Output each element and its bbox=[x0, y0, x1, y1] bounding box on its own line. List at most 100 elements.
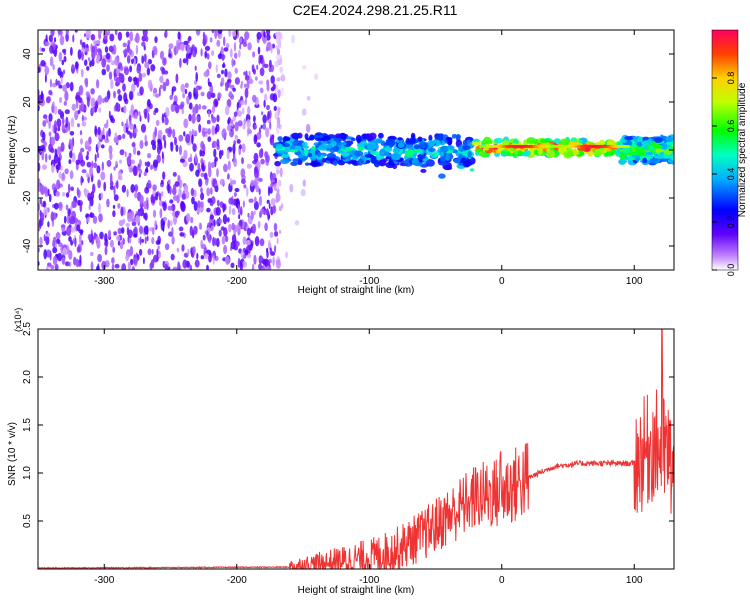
spectrogram-cell bbox=[471, 141, 481, 146]
spectrogram-cell bbox=[276, 48, 281, 56]
spectrogram-cell bbox=[127, 40, 131, 45]
spectrogram-cell bbox=[54, 132, 60, 142]
spectrogram-cell bbox=[133, 76, 138, 86]
spectrogram-cell bbox=[188, 113, 192, 122]
spectrogram-cell bbox=[201, 105, 207, 110]
spectrogram-cell bbox=[197, 85, 203, 90]
spectrogram-cell bbox=[572, 148, 578, 156]
spectrogram-cell bbox=[100, 192, 104, 200]
spectrogram-cell bbox=[108, 45, 114, 53]
spectrogram-cell bbox=[110, 60, 116, 66]
spectrogram-cell bbox=[232, 87, 236, 92]
spectrogram-cell bbox=[241, 143, 246, 153]
spectrogram-cell bbox=[236, 101, 239, 111]
spectrogram-cell bbox=[200, 255, 205, 260]
spectrogram-cell bbox=[38, 66, 41, 74]
spectrogram-cell bbox=[64, 90, 69, 102]
spectrogram-cell bbox=[44, 65, 50, 75]
spectrogram-cell bbox=[58, 171, 62, 179]
spectrogram-cell bbox=[163, 70, 169, 75]
spectrogram-cell bbox=[200, 91, 205, 97]
spectrogram-cell bbox=[294, 133, 300, 139]
spectrogram-cell bbox=[266, 208, 269, 216]
spectrogram-cell bbox=[279, 167, 283, 178]
spectrogram-cell bbox=[165, 78, 170, 87]
spectrogram-cell bbox=[164, 30, 168, 35]
spectrogram-cell bbox=[80, 138, 83, 145]
spectrogram-cell bbox=[200, 158, 204, 165]
spectrogram-cell bbox=[413, 148, 420, 153]
spectrogram-cell bbox=[196, 206, 200, 215]
spectrogram-cell bbox=[582, 138, 588, 143]
spectrogram-cell bbox=[55, 164, 59, 170]
spectrogram-cell bbox=[142, 72, 147, 78]
spectrogram-cell bbox=[173, 101, 177, 106]
spectrogram-cell bbox=[260, 208, 265, 215]
spectrogram-cell bbox=[102, 134, 106, 140]
spectrogram-cell bbox=[294, 220, 300, 226]
spectrogram-cell bbox=[239, 43, 242, 50]
spectrogram-cell bbox=[276, 143, 283, 150]
spectrogram-cell bbox=[264, 222, 268, 232]
spectrogram-cell bbox=[180, 43, 185, 52]
spectrogram-cell bbox=[85, 91, 90, 97]
spectrogram-cell bbox=[193, 130, 198, 136]
spectrogram-cell bbox=[265, 127, 270, 138]
spectrogram-cell bbox=[162, 202, 167, 211]
spectrogram-cell bbox=[217, 92, 222, 99]
spectrogram-cell bbox=[129, 132, 133, 139]
spectrogram-cell bbox=[243, 83, 247, 88]
spectrogram-cell bbox=[87, 196, 92, 201]
spectrogram-cell bbox=[203, 172, 208, 180]
spectrogram-cell bbox=[81, 51, 84, 61]
spectrogram-cell bbox=[84, 59, 88, 66]
colorbar-label: Normalized spectral amplitude bbox=[737, 82, 748, 217]
spectrogram-cell bbox=[231, 234, 237, 244]
spectrogram-cell bbox=[209, 214, 215, 220]
spectrogram-cell bbox=[165, 128, 171, 134]
spectrogram-cell bbox=[53, 105, 58, 115]
spectrogram-cell bbox=[112, 204, 116, 209]
spectrogram-cell bbox=[194, 259, 200, 268]
spectrogram-cell bbox=[187, 157, 193, 163]
spectrogram-cell bbox=[210, 187, 213, 195]
spectrogram-cell bbox=[227, 71, 232, 80]
spectrogram-cell bbox=[108, 145, 113, 155]
spectrogram-cell bbox=[158, 87, 161, 97]
spectrogram-cell bbox=[506, 153, 516, 157]
spectrogram-cell bbox=[43, 234, 46, 242]
spectrogram-cell bbox=[64, 109, 70, 115]
spectrogram-cell bbox=[663, 149, 673, 155]
spectrogram-cell bbox=[160, 78, 164, 84]
colorbar-tick-label: 0.8 bbox=[726, 72, 736, 85]
spectrogram-cell bbox=[114, 263, 120, 269]
spectrogram-cell bbox=[417, 136, 423, 142]
spectrogram-cell bbox=[49, 78, 53, 88]
spectrogram-cell bbox=[243, 118, 247, 125]
spectrogram-cell bbox=[104, 246, 108, 256]
spectrogram-cell bbox=[184, 82, 189, 89]
spectrogram-xlabel: Height of straight line (km) bbox=[298, 285, 415, 296]
spectrogram-cell bbox=[143, 171, 147, 177]
spectrogram-cell bbox=[95, 236, 100, 243]
spectrogram-cell bbox=[434, 150, 440, 157]
spectrogram-cell bbox=[45, 235, 50, 246]
spectrogram-cell bbox=[109, 172, 113, 184]
spectrogram-cell bbox=[280, 153, 290, 159]
spectrogram-cell bbox=[50, 30, 55, 37]
spectrogram-cell bbox=[366, 143, 376, 151]
spectrogram-cell bbox=[108, 127, 111, 137]
spectrogram-cell bbox=[138, 72, 143, 82]
spectrogram-cell bbox=[168, 53, 171, 58]
spectrogram-cell bbox=[137, 163, 141, 171]
spectrogram-cell bbox=[523, 150, 531, 156]
spectrogram-cell bbox=[145, 166, 148, 174]
spectrogram-cell bbox=[116, 235, 121, 241]
spectrogram-cell bbox=[232, 115, 237, 122]
spectrogram-cell bbox=[355, 134, 362, 143]
spectrogram-cell bbox=[81, 47, 85, 53]
spectrogram-cell bbox=[209, 37, 213, 43]
spectrogram-cell bbox=[191, 44, 196, 52]
spectrogram-cell bbox=[74, 30, 78, 33]
spectrogram-cell bbox=[100, 171, 106, 181]
